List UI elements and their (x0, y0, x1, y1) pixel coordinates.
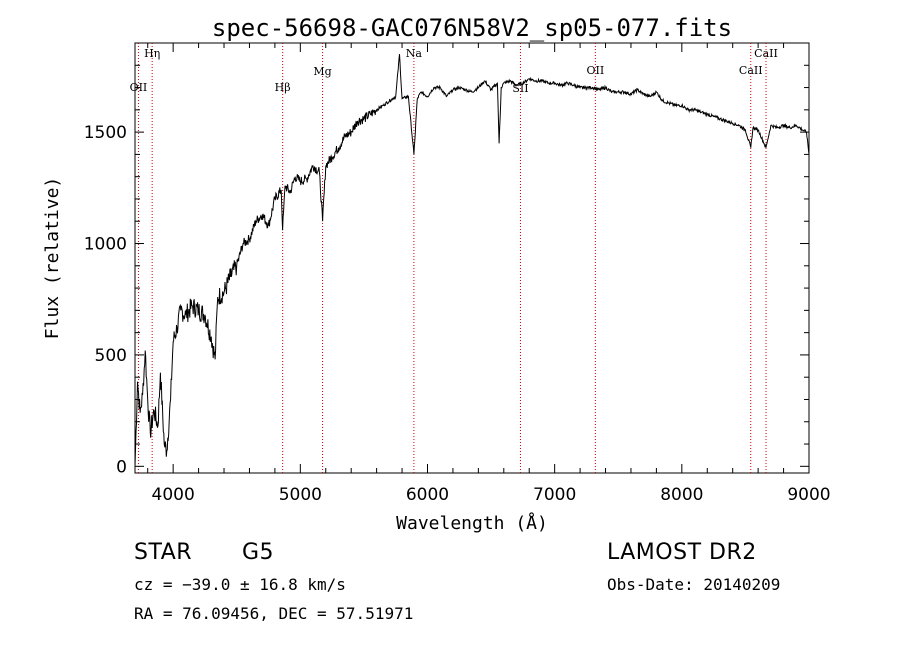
y-axis-label: Flux (relative) (42, 177, 63, 340)
x-tick-label-1: 5000 (279, 485, 322, 505)
chart-title: spec-56698-GAC076N58V2_sp05-077.fits (212, 14, 732, 42)
line-marker-label-7: CaII (739, 64, 763, 77)
line-marker-label-8: CaII (754, 47, 778, 60)
x-tick-label-5: 9000 (787, 485, 830, 505)
y-tick-label-0: 0 (116, 457, 127, 477)
y-tick-label-3: 1500 (84, 123, 127, 143)
x-tick-label-2: 6000 (406, 485, 449, 505)
x-tick-label-3: 7000 (533, 485, 576, 505)
line-marker-label-3: Mg (313, 65, 331, 78)
x-axis-label: Wavelength (Å) (396, 512, 548, 534)
y-tick-label-1: 500 (95, 346, 127, 366)
object-subclass: G5 (242, 540, 275, 565)
x-tick-label-4: 8000 (660, 485, 703, 505)
x-tick-label-0: 4000 (152, 485, 195, 505)
survey-name: LAMOST DR2 (607, 540, 757, 565)
axis-ticks: 4000 5000 6000 7000 8000 9000 0 500 1000 1500 (84, 43, 831, 505)
plot-frame (134, 42, 810, 474)
object-class: STAR (134, 540, 193, 565)
spectrum-line (134, 54, 810, 467)
coordinates: RA = 76.09456, DEC = 57.51971 (134, 604, 414, 623)
y-tick-label-2: 1000 (84, 235, 127, 255)
line-marker-label-1: Hη (144, 47, 160, 60)
observation-date: Obs-Date: 20140209 (607, 575, 781, 594)
line-marker-label-4: Na (406, 47, 423, 60)
redshift-cz: cz = −39.0 ± 16.8 km/s (134, 575, 346, 594)
line-marker-label-2: Hβ (275, 81, 291, 94)
line-marker-label-5: OII (586, 64, 604, 77)
